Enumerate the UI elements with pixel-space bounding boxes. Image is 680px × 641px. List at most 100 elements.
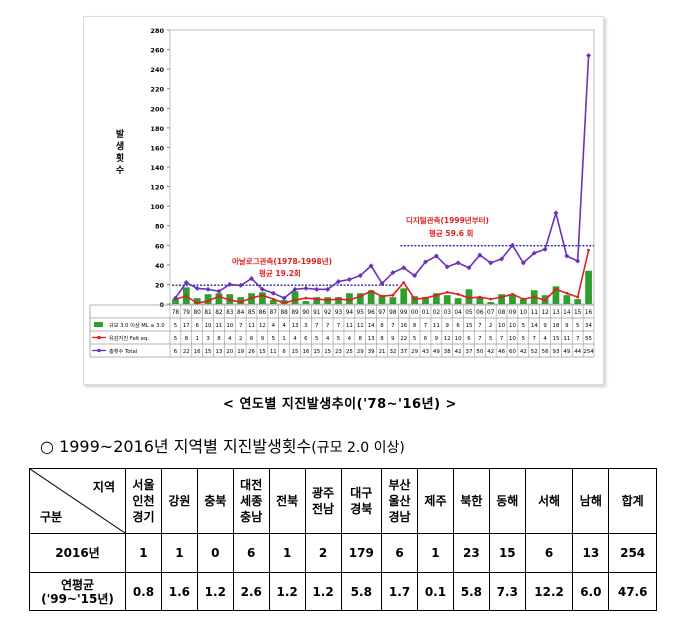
section-subtitle: (규모 2.0 이상) xyxy=(311,440,405,456)
data-label: 10 xyxy=(509,336,516,342)
data-point xyxy=(500,295,503,299)
data-point xyxy=(390,270,396,276)
bar xyxy=(519,299,527,304)
x-tick-label: 78 xyxy=(172,310,180,316)
data-point xyxy=(413,297,417,301)
data-label: 22 xyxy=(400,336,407,342)
table-cell: 7.3 xyxy=(488,572,526,611)
data-label: 7 xyxy=(326,323,329,329)
data-label: 16 xyxy=(194,349,201,355)
corner-label-region: 지역 xyxy=(92,480,115,494)
bar xyxy=(476,297,484,304)
column-header: 강원 xyxy=(160,468,198,534)
data-label: 10 xyxy=(205,323,212,329)
bar xyxy=(302,301,310,304)
bar xyxy=(215,293,223,304)
data-label: 12 xyxy=(444,336,451,342)
data-label: 15 xyxy=(553,336,560,342)
data-point xyxy=(576,295,580,299)
data-point xyxy=(325,286,331,292)
data-label: 16 xyxy=(400,323,407,329)
x-tick-label: 91 xyxy=(313,310,321,316)
data-point xyxy=(488,260,494,266)
row-label: 2016년 xyxy=(29,533,126,573)
data-point xyxy=(587,248,590,252)
bar xyxy=(422,297,429,304)
data-point xyxy=(586,52,592,58)
table-cell: 2 xyxy=(304,533,342,573)
table-cell: 179 xyxy=(340,533,383,573)
legend-marker xyxy=(97,335,101,340)
data-label: 14 xyxy=(368,323,375,329)
data-label: 37 xyxy=(466,349,473,355)
table-cell: 1.2 xyxy=(304,572,342,611)
bar xyxy=(487,302,495,304)
table-cell: 1 xyxy=(268,533,306,573)
data-point xyxy=(444,264,450,270)
table-cell: 6 xyxy=(232,533,270,573)
x-tick-label: 98 xyxy=(389,310,397,316)
legend-label: 유감지진 Felt eq. xyxy=(109,334,149,342)
table-cell: 23 xyxy=(452,533,490,573)
y-axis-label: 발 xyxy=(116,128,125,140)
data-point xyxy=(456,292,460,296)
data-label: 32 xyxy=(389,349,396,355)
bar xyxy=(346,293,353,304)
data-label: 5 xyxy=(489,336,492,342)
bullet-icon: ○ xyxy=(40,437,54,456)
x-tick-label: 01 xyxy=(422,310,430,316)
bar xyxy=(552,286,560,304)
x-tick-label: 79 xyxy=(183,310,191,316)
y-tick-label: 120 xyxy=(150,184,164,192)
data-point xyxy=(509,242,515,248)
x-tick-label: 99 xyxy=(400,310,408,316)
data-label: 6 xyxy=(195,323,199,329)
column-header: 대전 세종 충남 xyxy=(232,468,270,534)
data-label: 13 xyxy=(368,336,375,342)
data-point xyxy=(304,296,308,300)
data-label: 8 xyxy=(380,336,384,342)
data-point xyxy=(282,301,286,305)
data-point xyxy=(391,293,395,297)
data-label: 12 xyxy=(259,323,266,329)
data-label: 56 xyxy=(542,349,549,355)
data-label: 25 xyxy=(346,349,353,355)
data-label: 10 xyxy=(498,323,505,329)
x-tick-label: 95 xyxy=(357,310,365,316)
region-table: 지역 구분 서울 인천 경기 강원 충북 대전 세종 충남 전북 광주 전남 대구 경북 부산… xyxy=(29,468,657,611)
data-label: 37 xyxy=(400,349,407,355)
column-header: 북한 xyxy=(452,468,490,534)
x-tick-label: 07 xyxy=(487,310,495,316)
bar xyxy=(237,297,245,304)
data-label: 6 xyxy=(250,336,254,342)
data-point xyxy=(303,285,309,291)
bar xyxy=(172,299,179,304)
earthquake-trend-chart: 020406080100120140160180200220240260280발… xyxy=(89,27,595,358)
data-label: 23 xyxy=(335,349,342,355)
data-label: 4 xyxy=(272,323,276,329)
data-label: 4 xyxy=(543,336,547,342)
data-label: 4 xyxy=(348,336,352,342)
column-header: 동해 xyxy=(488,468,526,534)
column-header: 광주 전남 xyxy=(304,468,342,534)
data-label: 10 xyxy=(455,336,462,342)
bar xyxy=(465,289,473,304)
data-label: 9 xyxy=(261,336,265,342)
x-tick-label: 04 xyxy=(454,310,462,316)
table-cell: 1.2 xyxy=(268,572,306,611)
table-cell: 1 xyxy=(417,533,454,573)
data-label: 15 xyxy=(205,349,212,355)
data-label: 6 xyxy=(304,336,308,342)
data-point xyxy=(184,294,188,298)
data-label: 39 xyxy=(368,349,375,355)
data-label: 10 xyxy=(226,323,233,329)
data-label: 42 xyxy=(487,349,494,355)
data-point xyxy=(205,286,211,292)
bar xyxy=(269,300,277,304)
data-label: 2 xyxy=(489,323,492,329)
data-label: 6 xyxy=(174,349,178,355)
data-label: 43 xyxy=(422,349,429,355)
bar xyxy=(563,295,571,304)
data-label: 46 xyxy=(498,349,505,355)
data-point xyxy=(575,258,581,264)
